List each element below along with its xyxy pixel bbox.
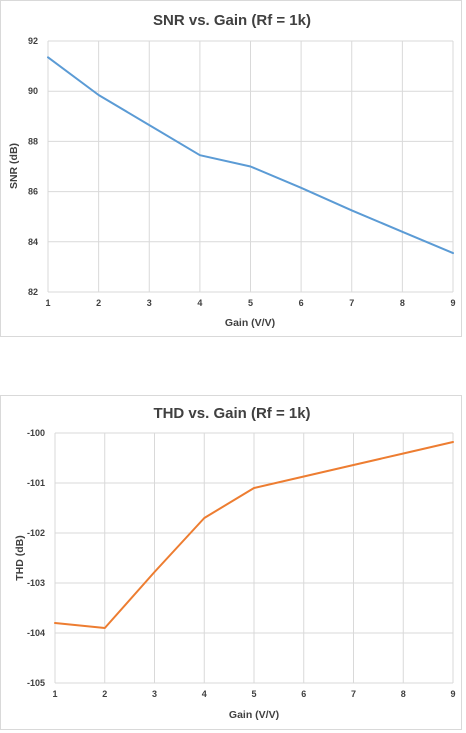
x-tick-label: 9 bbox=[450, 689, 455, 699]
x-tick-label: 4 bbox=[197, 298, 202, 308]
x-tick-label: 9 bbox=[450, 298, 455, 308]
series-line bbox=[54, 441, 454, 629]
x-tick-label: 3 bbox=[152, 689, 157, 699]
y-tick-label: 88 bbox=[28, 136, 38, 146]
x-tick-label: 5 bbox=[251, 689, 256, 699]
x-tick-label: 6 bbox=[301, 689, 306, 699]
x-tick-label: 8 bbox=[400, 298, 405, 308]
thd-chart-svg: THD vs. Gain (Rf = 1k) Gain (V/V) THD (d… bbox=[14, 405, 456, 721]
y-tick-label: -101 bbox=[27, 478, 45, 488]
y-tick-label: 90 bbox=[28, 86, 38, 96]
y-tick-label: 84 bbox=[28, 237, 38, 247]
chart-title: THD vs. Gain (Rf = 1k) bbox=[153, 405, 310, 422]
x-tick-label: 3 bbox=[147, 298, 152, 308]
y-tick-label: -102 bbox=[27, 528, 45, 538]
y-axis-label: SNR (dB) bbox=[8, 143, 20, 189]
y-tick-label: -105 bbox=[27, 678, 45, 688]
y-tick-label: 86 bbox=[28, 187, 38, 197]
x-tick-label: 7 bbox=[351, 689, 356, 699]
snr-chart-svg: SNR vs. Gain (Rf = 1k) Gain (V/V) SNR (d… bbox=[8, 12, 456, 329]
x-tick-label: 4 bbox=[202, 689, 207, 699]
thd-chart: THD vs. Gain (Rf = 1k) Gain (V/V) THD (d… bbox=[0, 395, 462, 730]
y-tick-label: -104 bbox=[27, 628, 45, 638]
x-tick-label: 1 bbox=[52, 689, 57, 699]
series-line bbox=[47, 56, 454, 255]
x-tick-label: 6 bbox=[299, 298, 304, 308]
chart-title: SNR vs. Gain (Rf = 1k) bbox=[153, 12, 311, 29]
x-axis-label: Gain (V/V) bbox=[229, 709, 279, 721]
x-tick-label: 2 bbox=[96, 298, 101, 308]
y-tick-label: -103 bbox=[27, 578, 45, 588]
y-tick-label: -100 bbox=[27, 428, 45, 438]
y-tick-label: 82 bbox=[28, 287, 38, 297]
y-axis-label: THD (dB) bbox=[14, 535, 26, 581]
x-tick-label: 2 bbox=[102, 689, 107, 699]
x-tick-label: 7 bbox=[349, 298, 354, 308]
x-axis-label: Gain (V/V) bbox=[225, 317, 275, 329]
x-tick-label: 5 bbox=[248, 298, 253, 308]
snr-chart: SNR vs. Gain (Rf = 1k) Gain (V/V) SNR (d… bbox=[0, 0, 462, 337]
x-tick-label: 1 bbox=[45, 298, 50, 308]
y-tick-label: 92 bbox=[28, 36, 38, 46]
x-tick-label: 8 bbox=[401, 689, 406, 699]
